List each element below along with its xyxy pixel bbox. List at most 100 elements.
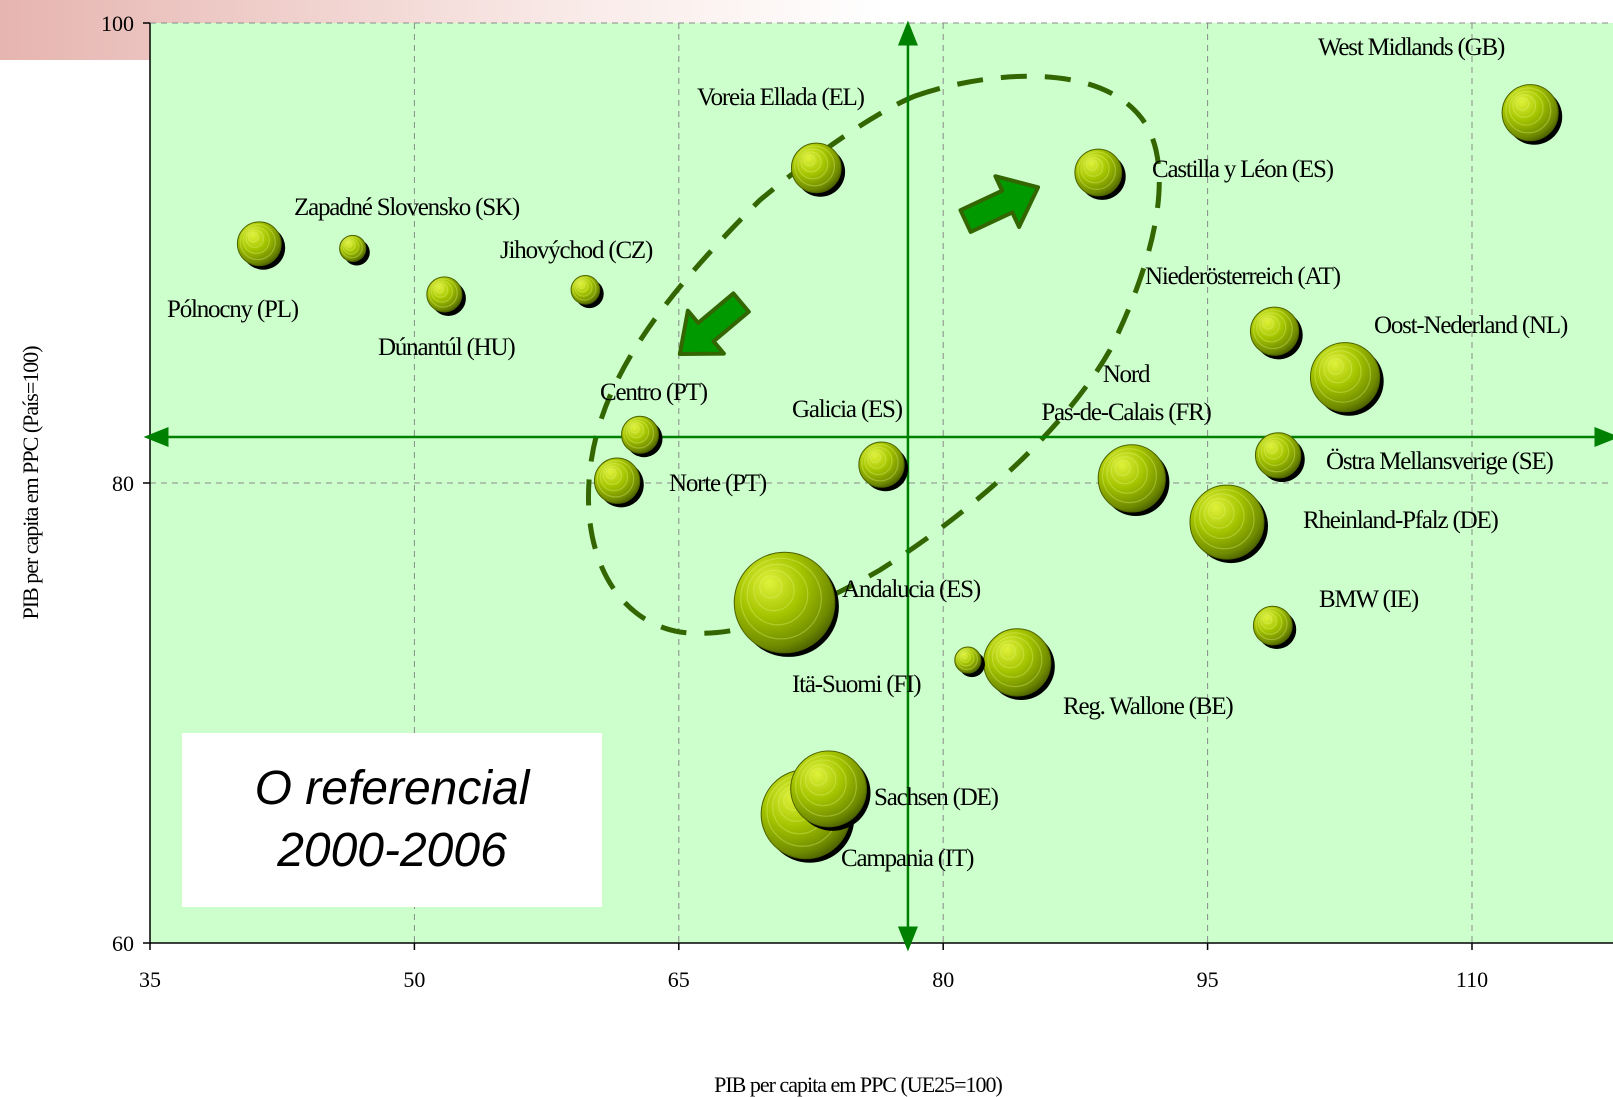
label-jihovychod-cz: Jihovýchod (CZ) <box>500 237 653 264</box>
label-zapadne-slovensko-sk: Zapadné Slovensko (SK) <box>294 194 520 221</box>
bubble-ring <box>960 652 968 660</box>
bubble-body <box>621 415 660 454</box>
bubble-ring <box>1252 309 1293 350</box>
bubble-ring <box>345 240 353 248</box>
y-tick-label: 80 <box>112 471 134 496</box>
label-reg-wallone-be: Reg. Wallone (BE) <box>1063 693 1233 720</box>
bubble-body <box>1252 605 1293 646</box>
bubble-ring <box>574 278 593 297</box>
bubble-ring <box>809 768 828 787</box>
bubble-ring <box>794 145 836 187</box>
label-sachsen-de: Sachsen (DE) <box>874 784 999 811</box>
bubble-body <box>1189 484 1265 560</box>
bubble-jihovychod-cz <box>570 274 604 309</box>
bubble-body <box>858 441 905 488</box>
bubble-body <box>1249 306 1300 356</box>
bubble-ring <box>596 460 635 498</box>
bubble-ring <box>599 462 629 492</box>
y-tick-label: 100 <box>101 11 134 36</box>
label-castilla-y-leon-es: Castilla y Léon (ES) <box>1152 156 1334 183</box>
bubble-ring <box>1255 607 1288 641</box>
bubble-ring <box>433 282 449 298</box>
label-nord-pas-de-calais-fr: Nord <box>1103 361 1151 388</box>
label-centro-pt: Centro (PT) <box>600 379 708 406</box>
label-niederosterreich-at: Niederösterreich (AT) <box>1145 263 1341 290</box>
bubble-niederosterreich-at <box>1249 306 1303 360</box>
y-tick-label: 60 <box>112 931 134 956</box>
bubble-ring <box>342 237 360 255</box>
bubble-castilla-y-leon-es <box>1074 148 1126 200</box>
bubble-ring <box>955 647 979 671</box>
bubble-body <box>236 221 282 267</box>
bubble-ring <box>1101 448 1157 504</box>
bubble-ring <box>1110 456 1139 485</box>
bubble-ring <box>957 649 975 667</box>
arrow-down-left-icon <box>677 291 751 356</box>
bubble-body <box>426 276 463 313</box>
bubble-ring <box>1000 643 1017 660</box>
bubble-body <box>1309 342 1381 413</box>
bubble-ring <box>1257 434 1296 473</box>
bubble-ring <box>630 424 640 434</box>
bubble-body <box>1074 148 1123 197</box>
bubble-ring <box>1512 94 1537 118</box>
bubble-ring <box>1106 452 1148 494</box>
bubble-ring <box>991 636 1034 678</box>
bubble-ring <box>867 449 887 469</box>
bubble-ring <box>344 239 356 252</box>
bubble-norte-pt <box>593 457 644 508</box>
label-ostra-mellansverige-se: Östra Mellansverige (SE) <box>1326 448 1554 475</box>
bubble-ring <box>869 451 881 464</box>
bubble-labels: West Midlands (GB) Castilla y Léon (ES) Vo… <box>167 34 1569 872</box>
bubble-ring <box>987 632 1043 688</box>
bubble-ring <box>803 154 816 167</box>
bubble-ring <box>623 417 655 449</box>
bubble-ring <box>1515 97 1530 111</box>
bubble-polnocny-pl <box>236 221 286 270</box>
x-tick-label: 35 <box>139 967 161 992</box>
bubble-ring <box>797 148 829 180</box>
bubble-ring <box>1259 315 1280 336</box>
bubble-ring <box>1505 87 1552 134</box>
bubble-ostra-mellansverige-se <box>1254 432 1305 483</box>
bubble-ring <box>1077 151 1116 190</box>
tick-labels: 35 50 65 80 95 110 60 80 100 <box>101 11 1488 992</box>
bubble-ring <box>746 563 809 626</box>
bubble-ring <box>239 223 276 261</box>
label-nord-pas-de-calais-fr: Pas-de-Calais (FR) <box>1041 399 1211 426</box>
bubble-dunantul-hu <box>426 276 466 316</box>
bubble-ring <box>1260 612 1278 630</box>
bubble-body <box>790 142 842 194</box>
bubble-west-midlands-gb <box>1501 84 1563 145</box>
bubble-ring <box>1256 312 1287 343</box>
label-andalucia-es: Andalucia (ES) <box>842 576 981 603</box>
bubble-rheinland-pfalz-de <box>1189 484 1268 564</box>
bubble-ring <box>1203 497 1235 529</box>
bubble-ring <box>1260 437 1290 466</box>
reference-lines <box>143 20 1613 952</box>
bubble-ring <box>1318 350 1362 394</box>
bubble-ring <box>1114 459 1131 476</box>
bubble-sachsen-de <box>790 750 871 831</box>
bubble-body <box>1097 444 1166 513</box>
bubble-ring <box>996 640 1025 669</box>
x-tick-label: 50 <box>403 967 425 992</box>
x-tick-label: 95 <box>1197 967 1219 992</box>
trend-arrows <box>677 174 1041 356</box>
bubble-body <box>954 646 982 674</box>
bubble-ring <box>1208 501 1226 520</box>
bubble-ring <box>1262 614 1273 625</box>
bubble-ring <box>861 444 899 482</box>
bubble-ring <box>1266 442 1278 454</box>
bubble-ring <box>577 281 586 290</box>
bubble-ring <box>242 226 270 255</box>
bubble-galicia-es <box>858 441 909 492</box>
bubble-ring <box>1262 317 1274 330</box>
bubble-ring <box>435 284 445 294</box>
bubble-ring <box>1323 354 1353 384</box>
bubble-oost-nederland-nl <box>1309 342 1384 416</box>
bubble-ring <box>628 422 645 439</box>
label-voreia-ellada-el: Voreia Ellada (EL) <box>697 84 865 111</box>
x-axis-title: PIB per capita em PPC (UE25=100) <box>714 1072 1002 1097</box>
